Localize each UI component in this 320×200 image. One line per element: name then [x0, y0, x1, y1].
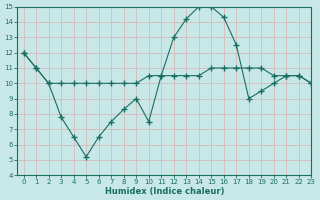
X-axis label: Humidex (Indice chaleur): Humidex (Indice chaleur) [105, 187, 224, 196]
